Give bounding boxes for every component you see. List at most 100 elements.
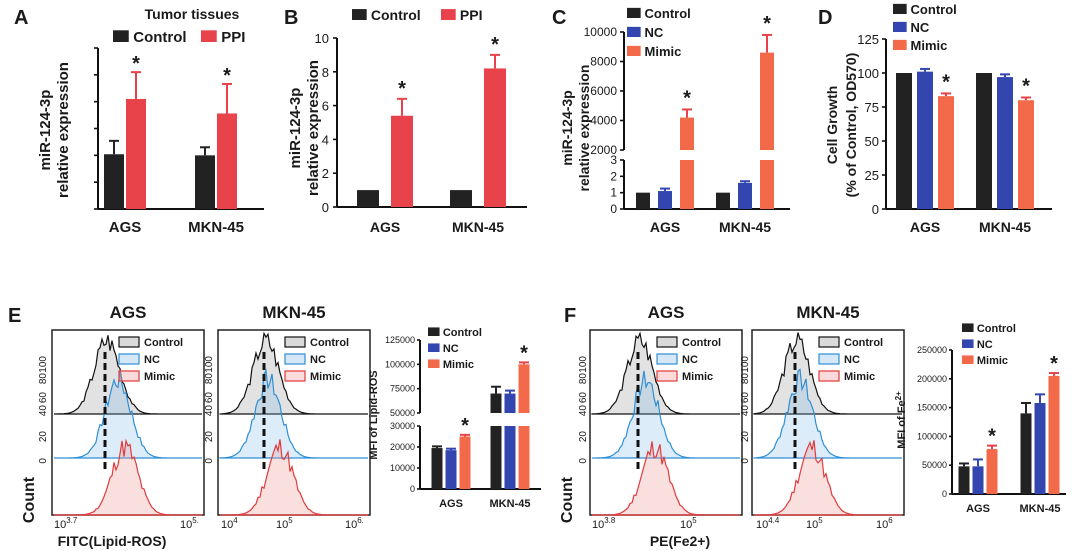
panel-f-xlabel: PE(Fe2+)	[650, 533, 710, 549]
panel-b-bar-ppi-0	[391, 115, 413, 207]
panel-e-h2-ytick-0: 100	[204, 356, 215, 373]
panel-e-hist-mkn-legend-swatch-1	[284, 353, 306, 365]
panel-e-bar-nc-1-high	[504, 393, 516, 413]
panel-e-hist-ags-legend-label-2: Mimic	[144, 371, 175, 383]
panel-f-bar-err-control-0	[959, 462, 969, 467]
panel-e-bar-mimic-1-high	[518, 364, 530, 413]
panel-f-hist-mkn-legend-label-0: Control	[844, 337, 883, 349]
panel-f-h1-ytick-5: 0	[578, 458, 589, 464]
panel-d-bar-nc-0	[917, 71, 933, 209]
panel-f-hist-ags-hist-control	[591, 331, 740, 415]
panel-f-h1-ytick-1: 80	[578, 373, 589, 385]
panel-f-legend-control-label: Control	[977, 323, 1016, 335]
panel-e-bar-control-1-low	[490, 426, 502, 489]
panel-e-bar-err-nc-0	[446, 447, 456, 451]
panel-a-err-control-0	[109, 139, 119, 155]
panel-e-legend-control-label: Control	[443, 327, 482, 339]
panel-f-bar-star-1: *	[1050, 353, 1058, 375]
panel-c-ylabel-1: miR-124-3p	[559, 90, 575, 165]
panel-f-hist-ags-legend-swatch-0	[656, 336, 678, 348]
panel-f-bar-err-nc-1	[1035, 393, 1045, 403]
panel-a-xlabel-0: AGS	[109, 219, 142, 236]
panel-f-bar-ylabel: MFI of Fe2+	[894, 391, 908, 449]
panel-a-bar-control-1	[195, 155, 215, 209]
panel-c-bar-mimic-1-low	[760, 160, 774, 209]
panel-f-bar-star-0: *	[988, 426, 996, 448]
panel-f-hist-ags-hist-nc	[592, 370, 740, 459]
panel-f-legend-mimic-swatch	[962, 355, 974, 364]
panel-d-ytick-label: 75	[865, 100, 879, 115]
panel-b-bar-ppi-1	[484, 68, 506, 207]
panel-f-hist-ags-legend-swatch-2	[656, 370, 678, 382]
panel-f-ylabel: Count	[559, 476, 576, 523]
panel-e-hist-ags-legend-label-1: NC	[144, 354, 160, 366]
panel-b-legend-control-swatch	[352, 9, 367, 20]
panel-f-hist-ags-legend-label-2: Mimic	[682, 371, 713, 383]
panel-f-legend-nc-label: NC	[977, 339, 993, 351]
panel-e-hist-ags-hist-control	[54, 335, 202, 415]
panel-e-hist-ags-hist-nc	[54, 370, 202, 459]
panel-e-bar-ylabel: MFI of Lipid-ROS	[368, 370, 380, 459]
panel-d-legend-nc-label: NC	[911, 20, 930, 35]
panel-c-legend-nc-label: NC	[645, 25, 664, 40]
panel-d-legend-mimic-label: Mimic	[911, 38, 948, 53]
panel-d-bar-control-1	[976, 73, 992, 209]
panel-e-h2-ytick-3: 40	[204, 405, 215, 417]
panel-e-hist-mkn-title: MKN-45	[262, 303, 325, 322]
panel-e-bar-control-0	[431, 448, 443, 489]
panel-d-ytick-label: 25	[865, 168, 879, 183]
panel-c-err-mimic-1	[762, 33, 772, 53]
panel-e-hist-mkn-hist-nc	[219, 368, 368, 459]
panel-c-legend-mimic-label: Mimic	[645, 44, 682, 59]
panel-e-bar-err-mimic-0	[460, 433, 470, 437]
panel-d-err-mimic-1	[1021, 96, 1031, 101]
panel-f-h1-xtick-a: 103.8	[592, 516, 616, 531]
panel-e-legend-mimic-label: Mimic	[443, 359, 474, 371]
panel-a-legend-control-label: Control	[133, 29, 186, 46]
panel-f-bar-err-control-1	[1021, 401, 1031, 414]
panel-d-legend-control-swatch	[893, 3, 907, 15]
panel-f-h2-xtick-c: 106	[876, 516, 893, 531]
panel-e-bar-mimic-1-low	[518, 426, 530, 489]
panel-c-xlabel-0: AGS	[650, 219, 680, 235]
panel-a-letter: A	[14, 7, 28, 29]
panel-d-xlabel-0: AGS	[910, 219, 940, 235]
panel-a-legend-control-swatch	[113, 30, 129, 42]
panel-e-legend-control-swatch	[428, 327, 440, 336]
panel-f-bar-ytick-label: 50000	[922, 460, 947, 470]
panel-f-bar-ytick-label: 150000	[917, 403, 947, 413]
panel-d-ytick-label: 100	[857, 66, 879, 81]
panel-b-bar-control-0	[357, 190, 379, 207]
panel-e-hist-mkn-hist-mimic	[220, 439, 368, 516]
panel-f-hist-mkn-title: MKN-45	[796, 303, 859, 322]
panel-f-bar-ytick-label: 100000	[917, 431, 947, 441]
panel-f-h2-xtick-b: 105	[806, 516, 823, 531]
panel-e-h2-xtick-a: 104	[221, 516, 238, 531]
panel-e-bar-err-mimic-1	[519, 361, 529, 365]
panel-e-bar-ytick-high-label: 75000	[390, 384, 415, 394]
panel-f-hist-ags-legend-label-0: Control	[682, 337, 721, 349]
panel-c-ytick-low-label: 2	[610, 169, 617, 183]
panel-c-ytick-high-label: 4000	[590, 114, 617, 128]
panel-f-legend-mimic-label: Mimic	[977, 355, 1008, 367]
panel-f-letter: F	[564, 305, 576, 327]
panel-a-xlabel-1: MKN-45	[188, 219, 244, 236]
panel-e-bar-control-1-high	[490, 393, 502, 413]
panel-e-bar-mimic-0	[459, 436, 471, 489]
panel-e-hist-ags-legend-label-0: Control	[144, 337, 183, 349]
panel-a-legend-ppi-label: PPI	[221, 29, 245, 46]
panel-f-h2-ytick-3: 40	[740, 405, 751, 417]
panel-e-bar-ytick-high-label: 100000	[385, 359, 415, 369]
panel-b-ytick-label: 10	[315, 31, 329, 46]
panel-a-ylabel-1: miR-124-3p	[37, 90, 54, 171]
panel-d-star-1: *	[1022, 75, 1030, 97]
panel-e-bar-ytick-low-label: 30000	[390, 421, 415, 431]
panel-e-legend-nc-swatch	[428, 343, 440, 352]
panel-e-bar-ytick-low-label: 0	[410, 484, 415, 494]
panel-a-err-control-1	[200, 146, 210, 156]
panel-b-ytick-label: 8	[322, 65, 329, 80]
panel-e-h1-ytick-4: 20	[38, 431, 49, 443]
panel-a-ylabel-2: relative expression	[55, 62, 72, 198]
panel-e-bar-err-control-1	[491, 385, 501, 394]
panel-e-h2-ytick-1: 80	[204, 373, 215, 385]
